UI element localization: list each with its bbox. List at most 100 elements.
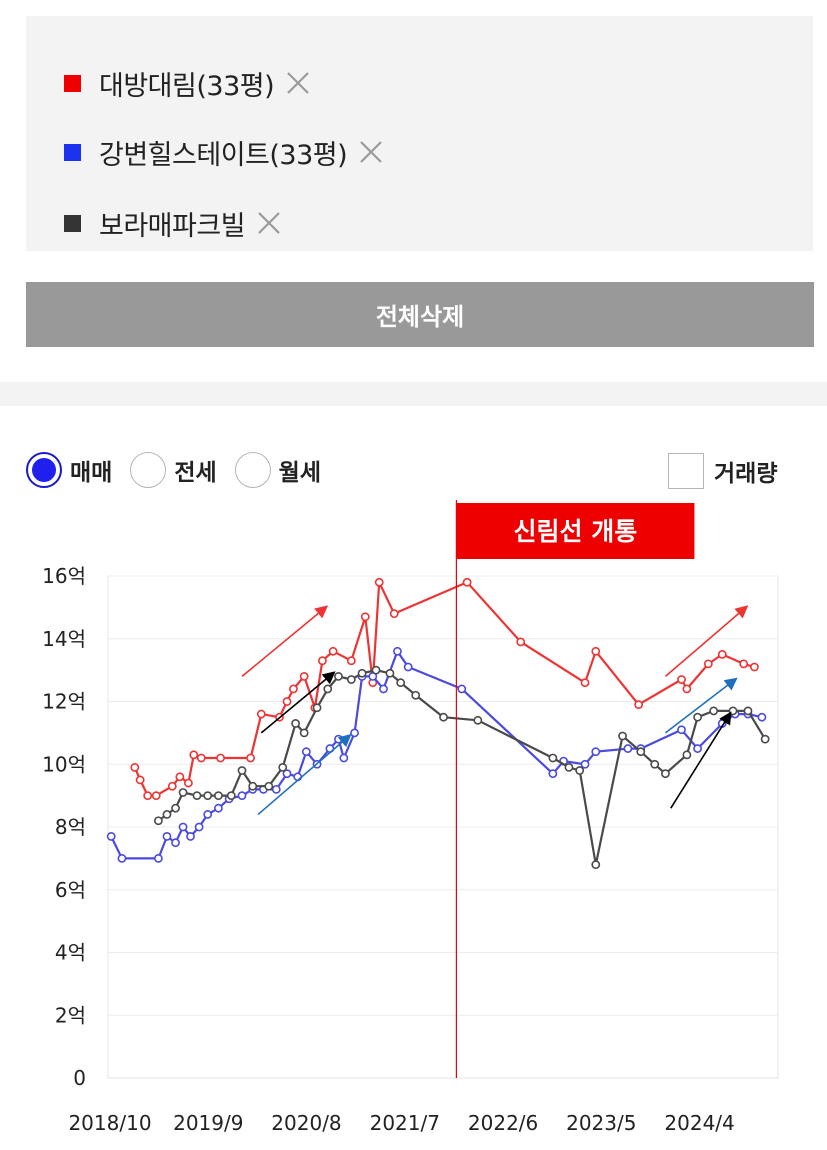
data-point[interactable] <box>299 671 309 681</box>
data-point[interactable] <box>226 791 236 801</box>
radio-circle-0[interactable] <box>26 452 62 488</box>
data-point[interactable] <box>743 706 753 716</box>
data-point[interactable] <box>153 816 163 826</box>
data-point[interactable] <box>591 860 601 870</box>
data-point[interactable] <box>709 706 719 716</box>
data-point[interactable] <box>186 832 195 841</box>
data-point[interactable] <box>634 700 644 710</box>
data-point[interactable] <box>178 788 188 797</box>
data-point[interactable] <box>346 656 356 666</box>
radio-monthly-rent[interactable]: 월세 <box>234 452 321 488</box>
data-point[interactable] <box>214 791 223 801</box>
data-point[interactable] <box>717 650 727 659</box>
delete-all-button[interactable]: 전체삭제 <box>26 282 814 347</box>
data-point[interactable] <box>291 719 300 728</box>
data-point[interactable] <box>403 662 413 672</box>
data-point[interactable] <box>357 668 367 678</box>
data-point[interactable] <box>214 803 223 813</box>
data-point[interactable] <box>750 662 759 672</box>
data-point[interactable] <box>328 646 338 656</box>
data-point[interactable] <box>575 766 585 775</box>
data-point[interactable] <box>760 734 770 744</box>
data-point[interactable] <box>682 750 692 760</box>
data-point[interactable] <box>393 646 402 656</box>
data-point[interactable] <box>580 759 590 769</box>
radio-jeonse[interactable]: 전세 <box>130 452 217 488</box>
data-point[interactable] <box>457 684 467 694</box>
data-point[interactable] <box>271 784 281 794</box>
data-point[interactable] <box>196 753 206 763</box>
data-point[interactable] <box>282 769 292 779</box>
data-point[interactable] <box>334 734 343 744</box>
radio-circle-1[interactable] <box>130 452 167 488</box>
data-point[interactable] <box>278 762 288 772</box>
data-point[interactable] <box>516 637 526 647</box>
data-point[interactable] <box>289 684 298 694</box>
volume-toggle[interactable]: 거래량 <box>668 452 777 490</box>
data-point[interactable] <box>650 759 660 769</box>
data-point[interactable] <box>389 609 399 619</box>
data-point[interactable] <box>117 853 127 863</box>
data-point[interactable] <box>411 690 421 700</box>
data-point[interactable] <box>162 810 172 819</box>
data-point[interactable] <box>473 715 483 725</box>
data-point[interactable] <box>264 781 274 791</box>
data-point[interactable] <box>143 791 153 801</box>
data-point[interactable] <box>248 781 258 791</box>
radio-sale[interactable]: 매매 <box>26 452 112 488</box>
data-point[interactable] <box>564 762 574 772</box>
data-point[interactable] <box>739 659 749 669</box>
data-point[interactable] <box>334 671 343 681</box>
data-point[interactable] <box>203 810 213 819</box>
data-point[interactable] <box>183 778 193 788</box>
data-point[interactable] <box>703 659 713 669</box>
data-point[interactable] <box>175 772 185 782</box>
data-point[interactable] <box>757 712 767 722</box>
data-point[interactable] <box>618 731 627 741</box>
data-point[interactable] <box>360 612 370 622</box>
data-point[interactable] <box>237 791 247 801</box>
data-point[interactable] <box>728 706 738 716</box>
data-point[interactable] <box>548 769 558 779</box>
data-point[interactable] <box>371 665 381 675</box>
data-point[interactable] <box>203 791 213 801</box>
data-point[interactable] <box>192 791 202 801</box>
data-point[interactable] <box>317 656 327 666</box>
volume-checkbox[interactable] <box>668 453 704 489</box>
data-point[interactable] <box>167 781 177 791</box>
data-point[interactable] <box>591 646 601 656</box>
close-x-icon[interactable] <box>357 138 385 166</box>
data-point[interactable] <box>350 728 359 738</box>
data-point[interactable] <box>194 822 204 832</box>
data-point[interactable] <box>374 577 384 587</box>
radio-circle-2[interactable] <box>234 452 271 488</box>
data-point[interactable] <box>135 775 145 785</box>
data-point[interactable] <box>106 832 116 841</box>
data-point[interactable] <box>237 766 247 775</box>
data-point[interactable] <box>151 791 161 801</box>
data-point[interactable] <box>299 728 309 738</box>
data-point[interactable] <box>171 803 180 813</box>
data-point[interactable] <box>682 684 692 694</box>
data-point[interactable] <box>636 747 646 757</box>
data-point[interactable] <box>312 703 322 713</box>
data-point[interactable] <box>323 684 333 694</box>
data-point[interactable] <box>623 744 633 753</box>
data-point[interactable] <box>301 747 311 757</box>
data-point[interactable] <box>153 853 163 863</box>
data-point[interactable] <box>216 753 225 763</box>
data-point[interactable] <box>439 712 448 722</box>
data-point[interactable] <box>661 769 670 779</box>
data-point[interactable] <box>677 675 686 684</box>
data-point[interactable] <box>246 753 255 763</box>
data-point[interactable] <box>379 684 388 694</box>
data-point[interactable] <box>189 750 199 760</box>
data-point[interactable] <box>162 832 172 841</box>
data-point[interactable] <box>385 668 395 678</box>
data-point[interactable] <box>339 753 349 763</box>
data-point[interactable] <box>693 712 702 722</box>
data-point[interactable] <box>548 753 558 763</box>
data-point[interactable] <box>130 762 140 772</box>
data-point[interactable] <box>462 577 472 587</box>
close-x-icon[interactable] <box>284 69 312 97</box>
